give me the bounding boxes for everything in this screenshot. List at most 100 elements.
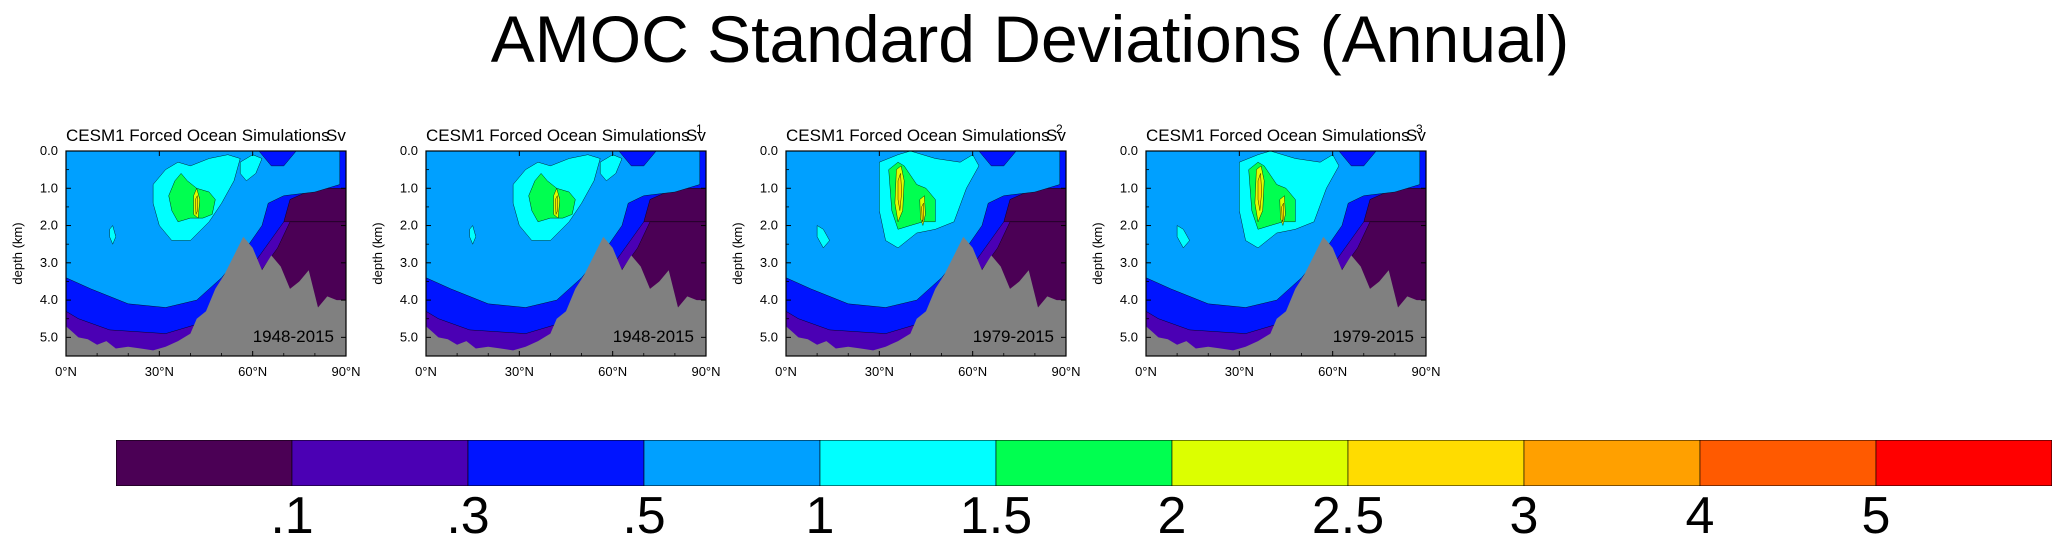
contour-level-7b <box>921 203 925 222</box>
y-tick-label: 5.0 <box>400 329 418 344</box>
x-tick-label: 30°N <box>865 364 894 379</box>
contour-level-4-small <box>1176 225 1190 249</box>
y-tick-label: 1.0 <box>760 180 778 195</box>
colorbar-label: 5 <box>1861 487 1891 545</box>
y-tick-label: 0.0 <box>40 143 58 158</box>
y-tick-label: 5.0 <box>40 329 58 344</box>
plot-area <box>786 151 1066 356</box>
x-tick-label: 90°N <box>691 364 720 379</box>
y-axis-label: depth (km) <box>730 222 745 284</box>
y-axis-label: depth (km) <box>1090 222 1105 284</box>
panel-plot: 0.0 1.0 2.0 3.0 4.0 5.0 depth (km) 0°N 30°N 60°N 9… <box>730 143 1081 379</box>
x-tick-label: 30°N <box>505 364 534 379</box>
land-mask <box>426 236 706 356</box>
page-title: AMOC Standard Deviations (Annual) <box>490 2 1570 76</box>
chart-panel-3: CESM1 Forced Ocean Simulations Sv 2 0.0 1.0 2… <box>722 122 1081 396</box>
panel-index: 3 <box>1416 122 1423 136</box>
y-tick-label: 2.0 <box>40 218 58 233</box>
panel-title: CESM1 Forced Ocean Simulations <box>786 126 1050 145</box>
land-mask <box>786 236 1066 356</box>
colorbar-box <box>1699 440 1877 486</box>
period-label: 1948-2015 <box>253 327 334 346</box>
colorbar-label: 1 <box>805 487 835 545</box>
colorbar-label: .3 <box>446 487 490 545</box>
plot-frame <box>785 150 1067 357</box>
colorbar <box>116 440 2052 486</box>
y-tick-label: 0.0 <box>400 143 418 158</box>
panel-index: 1 <box>696 122 703 136</box>
colorbar-label: 1.5 <box>959 487 1033 545</box>
x-tick-label: 30°N <box>145 364 174 379</box>
y-tick-label: 2.0 <box>400 218 418 233</box>
plot-frame <box>425 150 707 357</box>
contour-level-3 <box>66 151 340 308</box>
x-tick-label: 0°N <box>775 364 797 379</box>
panel-plot: 0.0 1.0 2.0 3.0 4.0 5.0 depth (km) 0°N 30°N 60°N 9… <box>1090 143 1441 379</box>
y-tick-label: 3.0 <box>1120 255 1138 270</box>
y-tick-label: 2.0 <box>1120 218 1138 233</box>
colorbar-box <box>1347 440 1525 486</box>
y-tick-label: 4.0 <box>400 292 418 307</box>
colorbar-label: 2 <box>1157 487 1187 545</box>
colorbar-label: 2.5 <box>1311 487 1385 545</box>
colorbar-box <box>819 440 997 486</box>
x-tick-label: 60°N <box>238 364 267 379</box>
contour-level-7 <box>897 173 902 211</box>
land-mask <box>66 236 346 356</box>
y-tick-label: 4.0 <box>40 292 58 307</box>
x-tick-label: 90°N <box>1051 364 1080 379</box>
period-label: 1948-2015 <box>613 327 694 346</box>
plot-frame <box>65 150 347 357</box>
y-tick-label: 4.0 <box>760 292 778 307</box>
contour-level-7b <box>1281 203 1285 222</box>
x-tick-label: 0°N <box>415 364 437 379</box>
plot-area <box>1146 151 1426 356</box>
colorbar-box <box>995 440 1173 486</box>
contour-level-4-small <box>816 225 830 249</box>
colorbar-box <box>643 440 821 486</box>
contour-level-5 <box>528 173 576 223</box>
colorbar-label: .1 <box>270 487 314 545</box>
colorbar-box <box>291 440 469 486</box>
x-tick-label: 60°N <box>1318 364 1347 379</box>
period-label: 1979-2015 <box>1333 327 1414 346</box>
y-tick-label: 3.0 <box>400 255 418 270</box>
y-tick-label: 2.0 <box>760 218 778 233</box>
chart-panel-4: CESM1 Forced Ocean Simulations Sv 3 0.0 1.0 2… <box>1082 122 1441 396</box>
y-tick-label: 3.0 <box>40 255 58 270</box>
contour-level-4-small <box>109 225 117 245</box>
x-tick-label: 90°N <box>1411 364 1440 379</box>
y-tick-label: 0.0 <box>1120 143 1138 158</box>
y-axis-label: depth (km) <box>370 222 385 284</box>
panel-units: Sv <box>686 126 706 145</box>
panel-units: Sv <box>326 126 346 145</box>
panel-units: Sv <box>1046 126 1066 145</box>
panel-title: CESM1 Forced Ocean Simulations <box>426 126 690 145</box>
colorbar-label: 4 <box>1685 487 1715 545</box>
y-tick-label: 1.0 <box>1120 180 1138 195</box>
y-tick-label: 5.0 <box>1120 329 1138 344</box>
panel-index: 2 <box>1056 122 1063 136</box>
panel-title: CESM1 Forced Ocean Simulations <box>1146 126 1410 145</box>
contour-level-3 <box>426 151 700 308</box>
colorbar-label: 3 <box>1509 487 1539 545</box>
y-tick-label: 5.0 <box>760 329 778 344</box>
chart-panel-1: CESM1 Forced Ocean Simulations Sv 0.0 1.0 2.… <box>2 126 361 396</box>
colorbar-label: .5 <box>622 487 666 545</box>
x-tick-label: 90°N <box>331 364 360 379</box>
y-tick-label: 0.0 <box>760 143 778 158</box>
contour-level-5 <box>168 173 216 223</box>
plot-frame <box>1145 150 1427 357</box>
colorbar-box <box>116 440 293 486</box>
contour-level-7 <box>1257 173 1262 211</box>
colorbar-box <box>1875 440 2052 486</box>
y-tick-label: 1.0 <box>40 180 58 195</box>
y-axis-label: depth (km) <box>10 222 25 284</box>
contour-level-7 <box>195 195 198 215</box>
x-tick-label: 30°N <box>1225 364 1254 379</box>
panel-units: Sv <box>1406 126 1426 145</box>
panel-plot: 0.0 1.0 2.0 3.0 4.0 5.0 depth (km) 0°N 30°N 60°N 9… <box>370 143 721 379</box>
plot-area <box>426 151 706 356</box>
colorbar-box <box>467 440 645 486</box>
x-tick-label: 0°N <box>1135 364 1157 379</box>
